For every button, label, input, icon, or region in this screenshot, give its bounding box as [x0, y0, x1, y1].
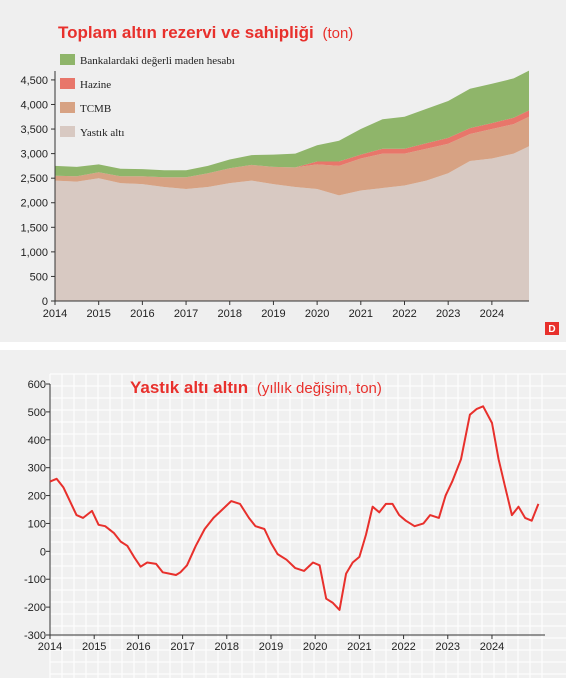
legend-swatch [60, 54, 75, 65]
y-tick-label: 100 [28, 518, 46, 530]
legend: Bankalardaki değerli maden hesabı Hazine T… [60, 54, 235, 139]
y-tick-label: 0 [40, 546, 46, 558]
legend-label: Hazine [80, 79, 111, 91]
x-tick-label: 2022 [392, 308, 416, 320]
y-tick-label: 1,500 [20, 222, 48, 234]
y-tick-label: 3,000 [20, 149, 48, 161]
logo-badge: D [545, 322, 559, 335]
legend-label: TCMB [80, 103, 111, 115]
y-tick-label: 1,000 [20, 247, 48, 259]
legend-swatch [60, 78, 75, 89]
x-tick-label: 2015 [86, 308, 110, 320]
y-tick-label: 600 [28, 379, 46, 391]
y-tick-label: -300 [24, 630, 46, 642]
x-tick-label: 2022 [391, 641, 415, 653]
x-tick-label: 2019 [259, 641, 283, 653]
y-tick-label: 500 [30, 271, 48, 283]
legend-label: Yastık altı [80, 127, 124, 139]
x-tick-label: 2016 [130, 308, 154, 320]
x-tick-label: 2014 [38, 641, 62, 653]
chart-title-main: Yastık altı altın [130, 378, 248, 397]
x-tick-label: 2014 [43, 308, 67, 320]
x-tick-label: 2018 [218, 308, 242, 320]
x-tick-label: 2017 [170, 641, 194, 653]
chart-title-main: Toplam altın rezervi ve sahipliği [58, 23, 314, 42]
x-tick-label: 2018 [215, 641, 239, 653]
x-tick-label: 2015 [82, 641, 106, 653]
x-tick-label: 2024 [480, 641, 504, 653]
area-series-group [55, 70, 529, 301]
x-tick-label: 2016 [126, 641, 150, 653]
x-tick-label: 2019 [261, 308, 285, 320]
line-chart: Yastık altı altın (yıllık değişim, ton) … [24, 373, 566, 678]
chart-title: Toplam altın rezervi ve sahipliği (ton) [58, 23, 353, 42]
x-tick-label: 2024 [480, 308, 504, 320]
chart-title: Yastık altı altın (yıllık değişim, ton) [130, 378, 382, 397]
x-tick-label: 2020 [305, 308, 329, 320]
chart-panel-gold-reserves: Toplam altın rezervi ve sahipliği (ton) … [0, 0, 566, 342]
chart-title-unit: (yıllık değişim, ton) [257, 380, 382, 397]
area-series-1 [55, 146, 529, 301]
y-tick-label: -100 [24, 574, 46, 586]
y-tick-label: 2,000 [20, 198, 48, 210]
y-tick-label: 4,500 [20, 75, 48, 87]
legend-swatch [60, 126, 75, 137]
y-tick-label: 2,500 [20, 173, 48, 185]
area-series-3 [55, 110, 529, 178]
logo-box [545, 322, 559, 335]
y-tick-label: 500 [28, 407, 46, 419]
legend-label: Bankalardaki değerli maden hesabı [80, 55, 235, 67]
x-tick-label: 2023 [436, 308, 460, 320]
y-tick-label: 4,000 [20, 99, 48, 111]
x-tick-label: 2020 [303, 641, 327, 653]
axes: 0 500 1,000 1,500 2,000 2,500 3,000 3,500 4,000 4… [20, 71, 529, 320]
chart-panel-annual-change: Yastık altı altın (yıllık değişim, ton) … [0, 350, 566, 678]
chart-title-unit: (ton) [322, 25, 353, 42]
stacked-area-chart: Toplam altın rezervi ve sahipliği (ton) … [20, 23, 559, 335]
x-tick-label: 2023 [436, 641, 460, 653]
y-tick-label: 400 [28, 435, 46, 447]
x-tick-label: 2021 [349, 308, 373, 320]
legend-swatch [60, 102, 75, 113]
y-tick-label: 200 [28, 491, 46, 503]
area-series-4 [55, 70, 529, 178]
y-tick-label: 300 [28, 463, 46, 475]
logo-text: D [548, 324, 555, 335]
area-series-2 [55, 116, 529, 196]
y-tick-label: 3,500 [20, 124, 48, 136]
grid [49, 373, 566, 678]
line-series-yastik-alti [49, 405, 540, 611]
line-series-group [49, 405, 540, 611]
y-tick-label: -200 [24, 602, 46, 614]
x-tick-label: 2021 [347, 641, 371, 653]
y-tick-label: 0 [42, 296, 48, 308]
x-tick-label: 2017 [174, 308, 198, 320]
